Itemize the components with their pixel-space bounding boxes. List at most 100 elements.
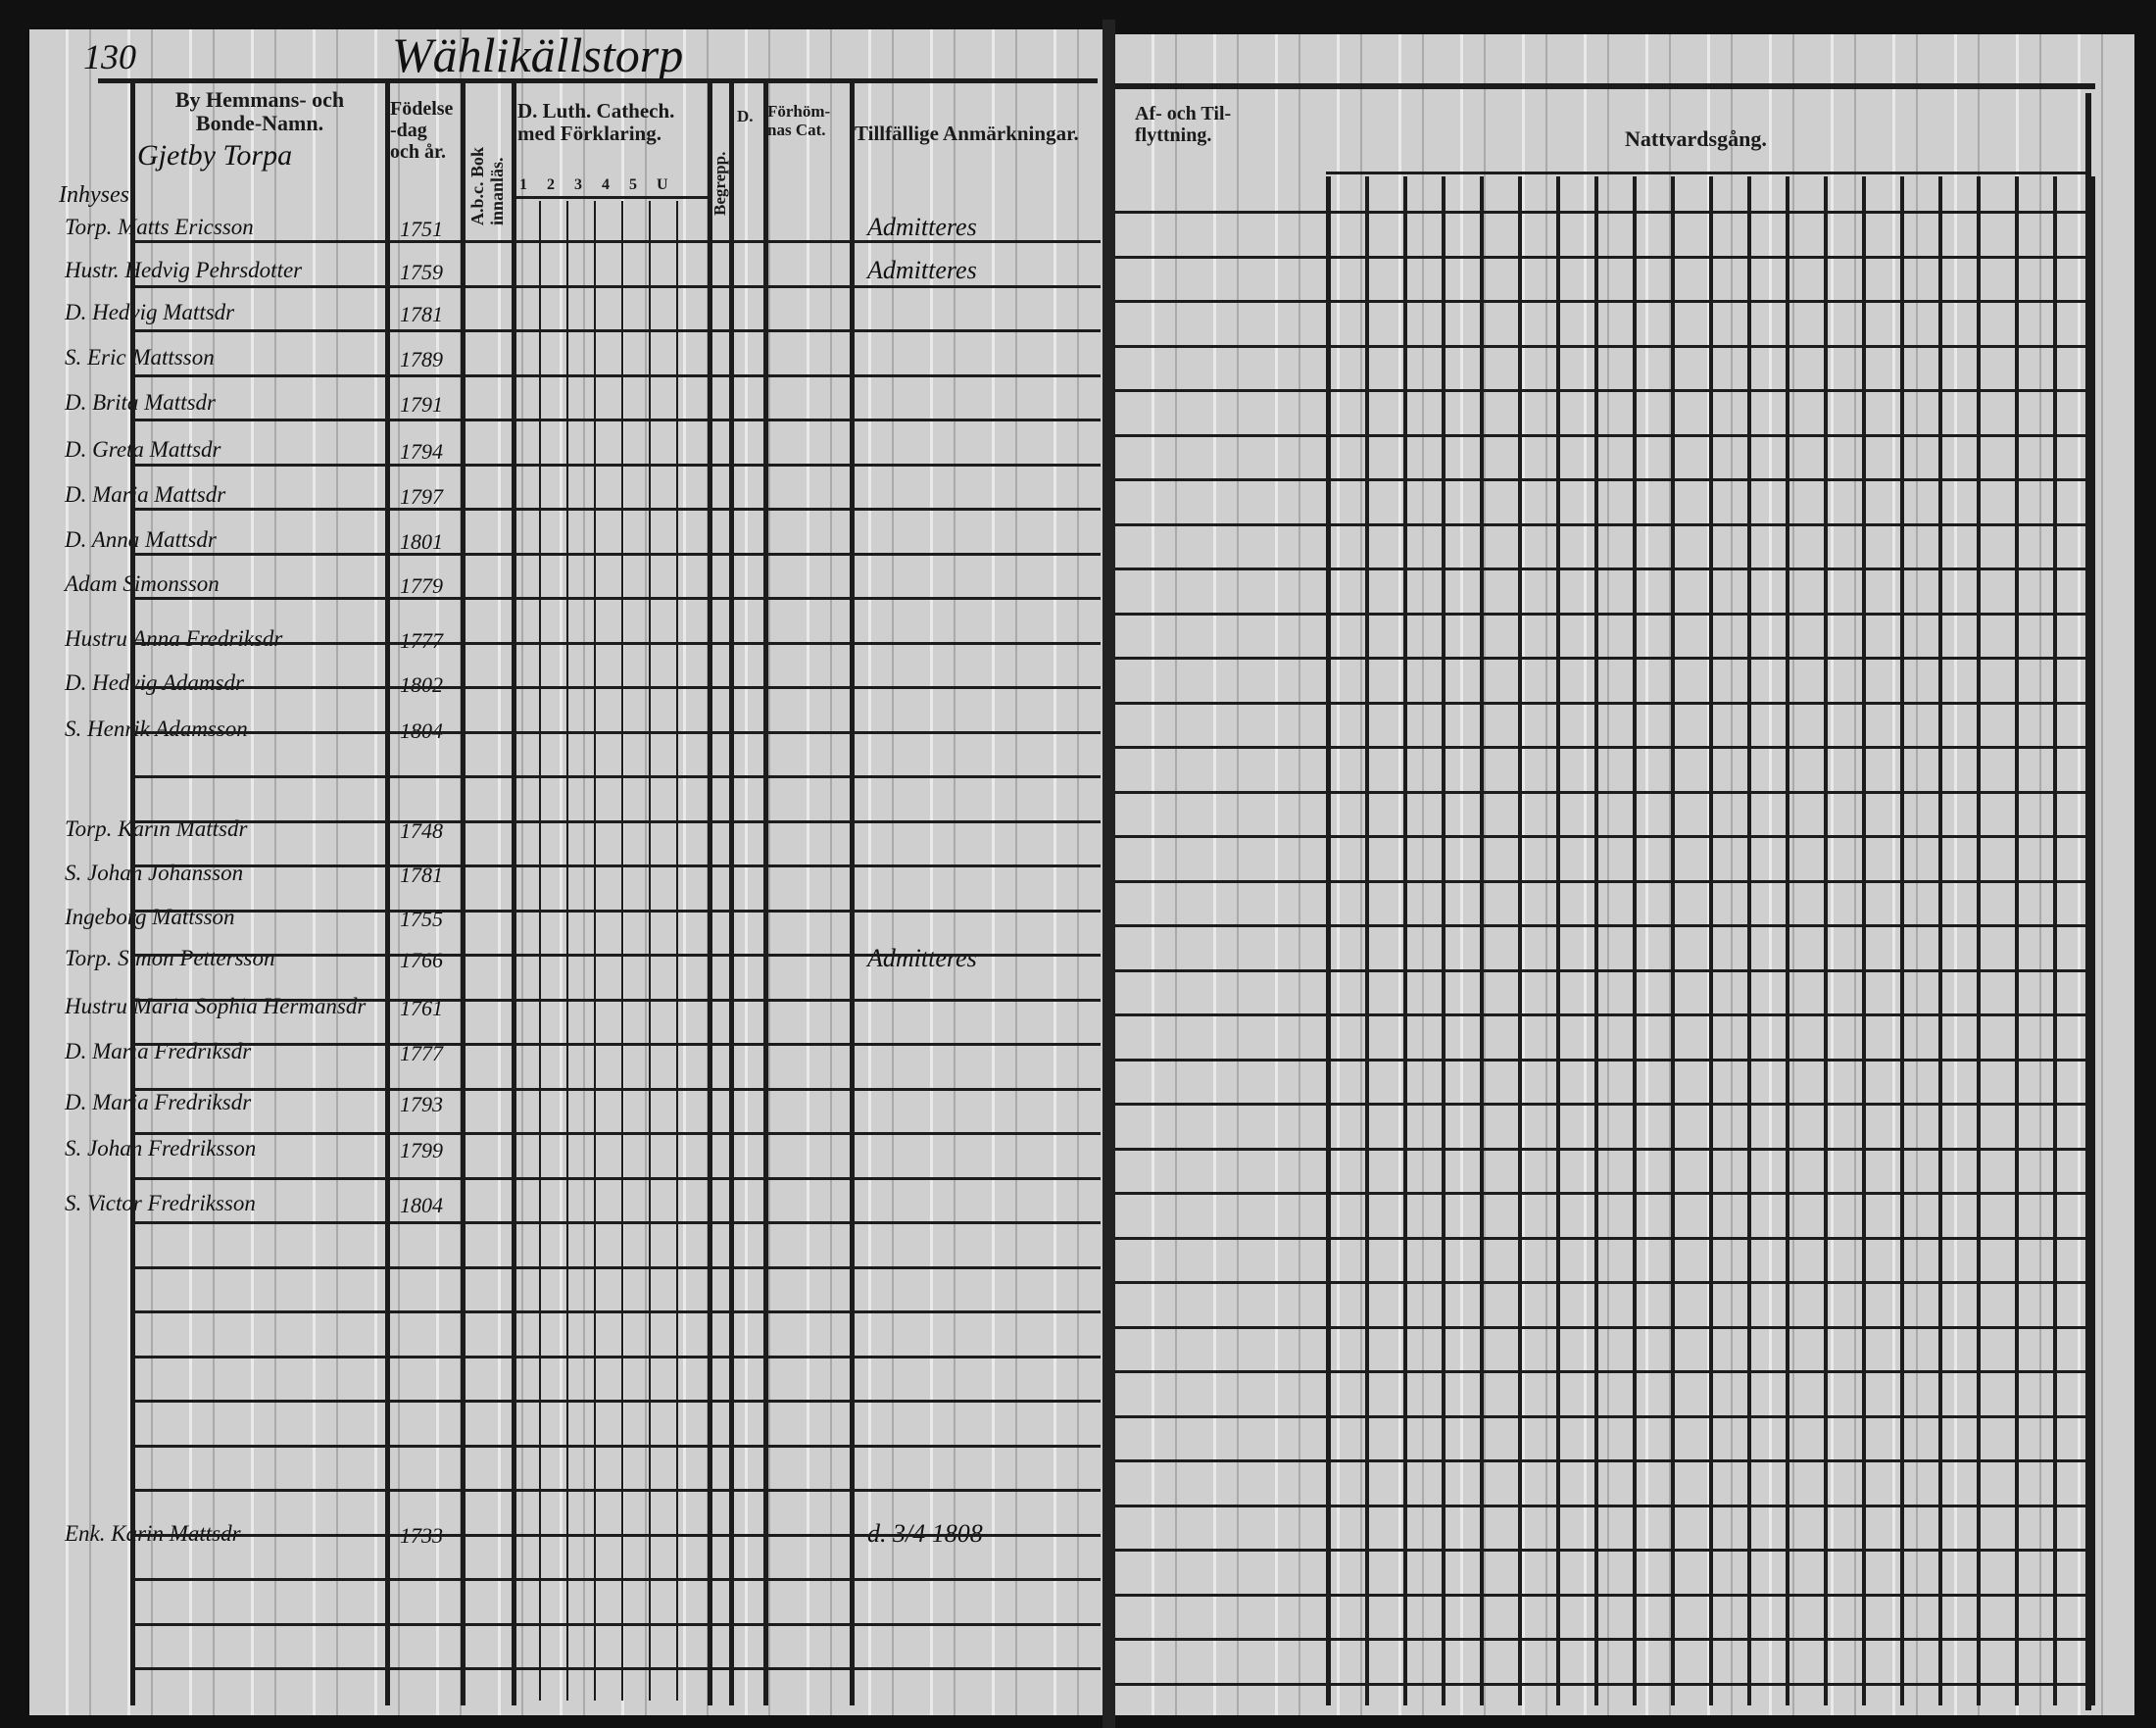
birth-year: 1804 xyxy=(400,1193,443,1217)
row-rule xyxy=(130,1087,1101,1091)
row-rule xyxy=(1115,389,2090,392)
left-page: 130 Wählikällstorp By Hemmans- och Bonde… xyxy=(29,27,1102,1715)
row-rule xyxy=(1115,746,2090,749)
column-rule xyxy=(1938,176,1942,1705)
person-name: S. Henrik Adamsson xyxy=(65,716,248,741)
person-name: D. Greta Mattsdr xyxy=(65,437,221,462)
column-rule xyxy=(1403,176,1407,1705)
subcolumn-rule xyxy=(676,201,678,1701)
page-number: 130 xyxy=(83,37,136,76)
row-rule xyxy=(1115,568,2090,570)
birth-year: 1781 xyxy=(400,302,443,326)
person-name: D. Hedvig Mattsdr xyxy=(65,300,235,324)
row-rule xyxy=(130,1667,1101,1670)
row-rule xyxy=(1115,1058,2090,1061)
catechism-subcolumn-label: U xyxy=(657,176,668,193)
row-rule xyxy=(130,329,1101,332)
header-d: D. xyxy=(737,107,754,125)
row-rule xyxy=(1115,790,2090,794)
column-rule xyxy=(461,78,466,1705)
person-name: Hustru Maria Sophia Hermansdr xyxy=(65,994,367,1018)
row-rule xyxy=(130,686,1101,689)
column-rule xyxy=(1709,176,1713,1705)
row-rule xyxy=(1115,1236,2090,1240)
row-rule xyxy=(130,954,1101,957)
row-rule xyxy=(130,508,1101,511)
row-rule xyxy=(130,641,1101,645)
row-rule xyxy=(130,1221,1101,1224)
column-rule xyxy=(1671,176,1675,1705)
column-rule xyxy=(1633,176,1637,1705)
row-rule xyxy=(1115,1147,2090,1151)
header-catechism: D. Luth. Cathech. med Förklaring. xyxy=(517,99,675,146)
row-rule xyxy=(130,1265,1101,1269)
birth-year: 1759 xyxy=(400,260,443,284)
row-rule xyxy=(130,775,1101,778)
birth-year: 1793 xyxy=(400,1092,443,1116)
row-rule xyxy=(1115,1504,2090,1507)
person-name: Hustr. Hedvig Pehrsdotter xyxy=(65,258,303,282)
column-rule xyxy=(729,78,734,1705)
row-rule xyxy=(1115,522,2090,526)
column-rule xyxy=(850,78,855,1705)
person-name: D. Brita Mattsdr xyxy=(65,390,216,415)
remark: Admitteres xyxy=(867,213,977,241)
column-rule xyxy=(1556,176,1560,1705)
row-rule xyxy=(130,998,1101,1002)
column-rule xyxy=(1786,176,1789,1705)
header-abc: A.b.c. Bok innanläs. xyxy=(467,146,507,225)
column-rule xyxy=(2015,176,2019,1705)
row-rule xyxy=(1115,924,2090,927)
column-rule xyxy=(2053,176,2057,1705)
birth-year: 1797 xyxy=(400,484,443,509)
column-rule xyxy=(1480,176,1484,1705)
column-rule xyxy=(763,78,768,1705)
person-name: Adam Simonsson xyxy=(65,571,220,596)
row-rule xyxy=(1115,1682,2090,1686)
birth-year: 1794 xyxy=(400,439,443,464)
person-name: Torp. Matts Ericsson xyxy=(65,215,254,239)
row-rule xyxy=(1115,1281,2090,1284)
column-rule xyxy=(2085,93,2091,1710)
header-remarks: Tillfällige Anmärkningar. xyxy=(855,122,1079,145)
row-rule xyxy=(130,1489,1101,1492)
section-label: Inhyses xyxy=(59,182,129,208)
row-rule xyxy=(1115,1549,2090,1552)
row-rule xyxy=(1115,344,2090,348)
row-rule xyxy=(130,1578,1101,1581)
person-name: S. Eric Mattsson xyxy=(65,345,215,370)
row-rule xyxy=(1115,1414,2090,1418)
row-rule xyxy=(130,1533,1101,1537)
row-rule xyxy=(1115,1370,2090,1373)
row-rule xyxy=(1115,1638,2090,1641)
row-rule xyxy=(1115,612,2090,616)
header-forhor: Förhöm- nas Cat. xyxy=(767,102,831,139)
row-rule xyxy=(130,463,1101,467)
remark: Admitteres xyxy=(867,944,977,972)
row-rule xyxy=(1115,1103,2090,1106)
person-name: Ingeborg Mattsson xyxy=(65,905,235,929)
place-title: Wählikällstorp xyxy=(392,27,684,82)
row-rule xyxy=(130,1176,1101,1180)
subheader-rule xyxy=(512,196,708,199)
column-rule xyxy=(385,78,390,1705)
birth-year: 1799 xyxy=(400,1138,443,1162)
column-rule xyxy=(512,78,516,1705)
column-rule xyxy=(1365,176,1369,1705)
column-rule xyxy=(708,78,712,1705)
top-rule xyxy=(1115,83,2095,89)
birth-year: 1779 xyxy=(400,573,443,598)
birth-year: 1766 xyxy=(400,948,443,972)
header-begrepp: Begrepp. xyxy=(710,151,729,216)
catechism-subcolumn-label: 1 xyxy=(519,176,527,193)
person-name: Torp. Simon Pettersson xyxy=(65,946,275,970)
subcolumn-rule xyxy=(621,201,623,1701)
row-rule xyxy=(1115,835,2090,838)
person-name: D. Maria Mattsdr xyxy=(65,482,226,507)
column-rule xyxy=(1747,176,1751,1705)
column-rule xyxy=(1977,176,1981,1705)
row-rule xyxy=(130,730,1101,734)
birth-year: 1791 xyxy=(400,392,443,417)
top-rule xyxy=(98,78,1098,83)
header-communion: Nattvardsgång. xyxy=(1625,126,1767,151)
